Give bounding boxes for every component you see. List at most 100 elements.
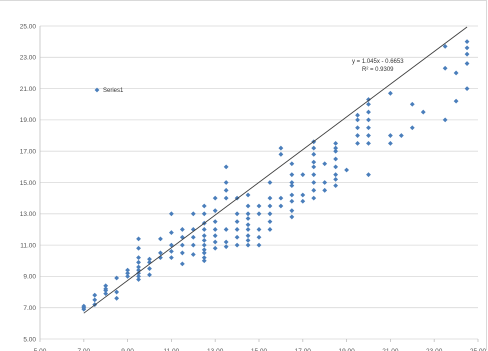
x-tick-label: 21.00 [382,348,399,351]
data-point [245,203,251,209]
data-point [136,259,141,265]
legend: Series1 [94,87,124,94]
data-point [333,156,339,162]
x-tick-label: 25.00 [470,348,487,351]
data-point [147,256,152,262]
data-point [442,117,448,123]
data-point [190,227,196,232]
y-tick-label: 5.00 [23,336,36,343]
data-point [464,86,470,91]
data-point [245,216,251,221]
data-point [201,211,207,217]
data-point [311,151,317,157]
data-point [409,101,415,107]
y-tick-label: 23.00 [20,55,37,62]
data-point [169,230,174,235]
y-axis-ticks: 5.00 7.00 9.00 11.00 13.00 15.00 17.00 19.00 21.… [20,23,37,343]
data-point [289,161,295,167]
data-point [278,145,284,151]
data-point [103,286,109,292]
data-point [114,289,120,295]
data-point [366,125,371,131]
data-point [366,101,371,107]
data-point [179,242,185,248]
data-point [125,274,130,279]
data-point [201,233,207,239]
data-point [169,255,174,261]
x-tick-label: 19.00 [338,348,355,351]
data-point [333,183,339,189]
data-point [311,195,317,201]
data-point [355,117,360,123]
data-point [420,109,426,115]
data-point [311,164,317,170]
x-tick-label: 7.00 [77,348,90,351]
data-points [81,39,470,312]
data-point [212,219,218,225]
data-point [333,164,339,170]
data-point [366,109,371,115]
data-point [256,242,262,248]
data-point [234,219,240,225]
data-point [223,227,229,232]
data-point [114,295,120,301]
data-point [158,255,163,261]
data-point [201,250,207,256]
data-point [125,267,130,273]
data-point [355,112,360,118]
data-point [289,208,295,214]
data-point [223,244,229,250]
data-point [92,292,98,298]
data-point [201,242,207,248]
data-point [289,198,295,204]
data-point [267,195,273,201]
data-point [267,219,273,225]
trendline-group [83,26,468,314]
data-point [267,227,273,232]
data-point [201,258,207,264]
trendline-annotation: y = 1.045x - 0.6653 R² = 0.9309 [352,59,404,73]
data-point [234,211,240,217]
data-point [366,97,371,102]
data-point [114,275,120,281]
data-point [398,133,404,138]
data-point [355,125,360,131]
data-point [245,227,251,232]
data-point [136,236,141,242]
data-point [212,245,218,251]
data-point [267,211,273,217]
data-point [388,90,393,96]
data-point [190,252,196,257]
data-point [223,195,229,201]
data-point [333,145,339,151]
data-point [245,233,251,239]
data-point [190,211,196,217]
data-point [322,161,328,167]
data-point [234,227,240,232]
data-point [333,172,339,178]
data-point [464,45,470,51]
data-point [311,172,317,178]
data-point [453,98,459,104]
data-point [136,270,141,276]
data-point [453,70,459,76]
data-point [169,248,174,254]
data-point [245,211,251,217]
data-point [212,195,218,201]
data-point [147,272,152,278]
trendline-r-squared: R² = 0.9309 [362,67,394,73]
data-point [289,214,295,220]
data-point [256,234,262,240]
data-point [201,247,207,253]
x-tick-label: 23.00 [426,348,443,351]
data-point [300,198,306,204]
data-point [234,234,240,240]
data-point [179,227,185,232]
data-point [245,192,251,198]
data-point [212,233,218,239]
data-point [464,51,470,57]
y-tick-label: 21.00 [20,86,37,93]
data-point [92,297,98,303]
